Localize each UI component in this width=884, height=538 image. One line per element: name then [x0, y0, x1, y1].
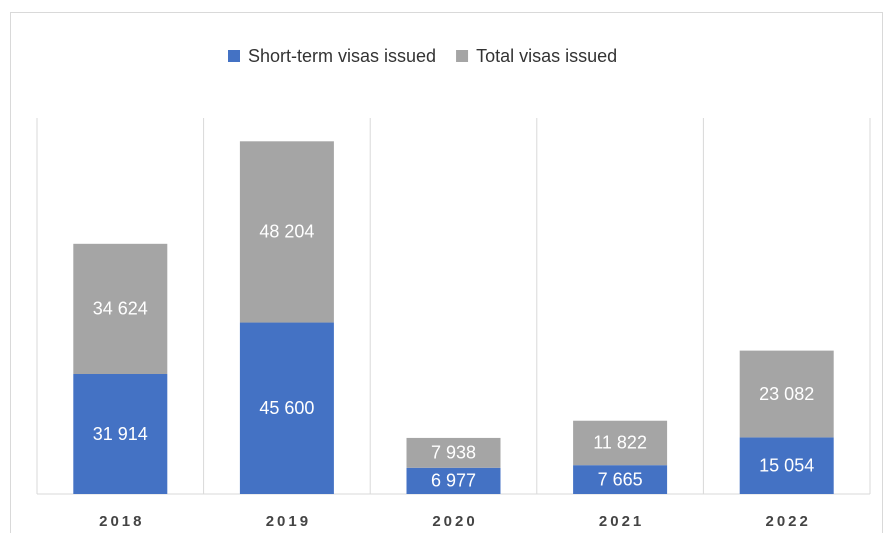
bar-segment [239, 141, 334, 323]
data-label: 6 977 [431, 471, 476, 491]
data-label: 31 914 [93, 424, 148, 444]
bar-segment [573, 420, 668, 466]
data-label: 11 822 [593, 433, 647, 453]
bar-segment [73, 243, 168, 375]
data-label: 34 624 [93, 299, 148, 319]
bar-segment [739, 437, 834, 494]
legend-swatch [456, 50, 469, 62]
chart-border [10, 12, 883, 538]
bar-segment [239, 322, 334, 494]
legend-swatch [228, 50, 240, 62]
x-tick-label: 2018 [99, 513, 144, 530]
data-label: 23 082 [759, 384, 814, 404]
bar-segment [406, 467, 501, 494]
data-label: 7 938 [431, 443, 476, 463]
x-tick-label: 2022 [766, 513, 811, 530]
bar-segment [573, 465, 668, 494]
legend-label: Total visas issued [476, 46, 617, 66]
bar-segment [739, 350, 834, 438]
legend-label: Short-term visas issued [248, 46, 436, 66]
data-label: 48 204 [259, 222, 314, 242]
bar-segment [73, 374, 168, 494]
data-label: 7 665 [598, 469, 643, 489]
bar-segment [406, 437, 501, 468]
data-label: 15 054 [759, 455, 814, 475]
x-tick-label: 2019 [266, 513, 311, 530]
x-tick-label: 2020 [432, 513, 477, 530]
data-label: 45 600 [259, 398, 314, 418]
x-tick-label: 2021 [599, 513, 644, 530]
